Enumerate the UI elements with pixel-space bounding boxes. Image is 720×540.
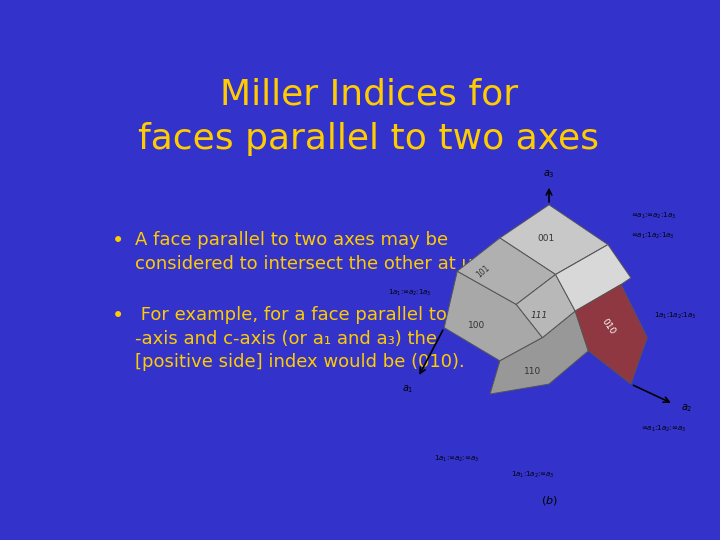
Text: $\infty a_1$:$1a_2$:$\infty a_3$: $\infty a_1$:$1a_2$:$\infty a_3$ — [641, 423, 685, 434]
Polygon shape — [556, 245, 631, 311]
Text: 010: 010 — [599, 317, 616, 336]
Text: Miller Indices for
faces parallel to two axes: Miller Indices for faces parallel to two… — [138, 77, 600, 156]
Polygon shape — [457, 238, 556, 305]
Text: $a_1$: $a_1$ — [402, 383, 414, 395]
Text: $a_3$: $a_3$ — [543, 168, 555, 180]
Text: 101: 101 — [475, 264, 492, 280]
Text: $(b)$: $(b)$ — [541, 494, 557, 507]
Text: 110: 110 — [524, 367, 541, 376]
Text: •: • — [112, 306, 125, 326]
Polygon shape — [556, 245, 621, 311]
Text: 001: 001 — [537, 234, 554, 244]
Text: $a_2$: $a_2$ — [681, 403, 693, 415]
Text: $1a_1$:$\infty a_2$:$\infty a_3$: $1a_1$:$\infty a_2$:$\infty a_3$ — [434, 454, 480, 464]
Text: •: • — [112, 231, 125, 251]
Polygon shape — [516, 274, 575, 338]
Text: 100: 100 — [468, 321, 485, 329]
Text: For example, for a face parallel to the a
-axis and c-axis (or a₁ and a₃) the
[p: For example, for a face parallel to the … — [135, 306, 499, 371]
Text: 111: 111 — [531, 310, 548, 320]
Polygon shape — [575, 285, 647, 384]
Text: A face parallel to two axes may be
considered to intersect the other at unit: A face parallel to two axes may be consi… — [135, 231, 496, 273]
Text: $1a_1$:$1a_2$:$1a_3$: $1a_1$:$1a_2$:$1a_3$ — [654, 310, 696, 321]
Text: $1a_1$:$1a_2$:$\infty a_3$: $1a_1$:$1a_2$:$\infty a_3$ — [510, 470, 554, 480]
Polygon shape — [444, 271, 542, 361]
Text: $\infty a_1$:$1a_2$:$1a_3$: $\infty a_1$:$1a_2$:$1a_3$ — [631, 231, 675, 241]
Text: $\infty a_1$:$\infty a_2$:$1a_3$: $\infty a_1$:$\infty a_2$:$1a_3$ — [631, 211, 676, 221]
Polygon shape — [500, 205, 608, 274]
Text: $1a_1$:$\infty a_2$:$1a_3$: $1a_1$:$\infty a_2$:$1a_3$ — [389, 287, 432, 298]
Polygon shape — [490, 311, 588, 394]
